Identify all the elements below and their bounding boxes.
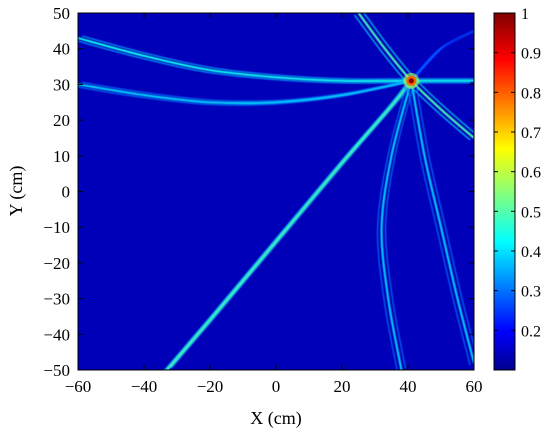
x-tick-label: 20 <box>334 377 351 396</box>
peak-core <box>408 78 414 84</box>
arc-4-line-2 <box>384 78 416 369</box>
arc-4-line-0 <box>376 82 408 370</box>
arc-2-line-1 <box>166 80 413 370</box>
colorbar-tick-label: 0.4 <box>521 244 541 261</box>
y-tick-label: 10 <box>53 147 70 166</box>
arc-1-line-1 <box>78 79 412 105</box>
colorbar-tick-label: 0.3 <box>521 284 541 301</box>
y-axis-label: Y (cm) <box>6 166 27 217</box>
x-tick-label: 60 <box>466 377 483 396</box>
arc-6-line-2 <box>414 30 474 80</box>
colorbar-tick-label: 1 <box>521 6 529 23</box>
arc-1-line-2 <box>81 78 416 102</box>
x-tick-label: −20 <box>197 377 224 396</box>
colorbar-tick-label: 0.8 <box>521 85 541 102</box>
x-tick-label: −40 <box>131 377 158 396</box>
arc-5-line-2 <box>414 78 474 349</box>
colorbar <box>493 12 516 371</box>
y-tick-label: 30 <box>53 75 70 94</box>
plot-background <box>78 13 474 370</box>
y-tick-label: 50 <box>53 4 70 23</box>
x-axis-ticks: −60 −40 −20 0 20 40 60 <box>65 13 483 396</box>
peak-layer <box>403 72 420 89</box>
y-tick-label: −20 <box>43 254 70 273</box>
y-tick-label: 20 <box>53 111 70 130</box>
x-tick-label: 0 <box>272 377 281 396</box>
x-axis-label: X (cm) <box>250 408 301 429</box>
colorbar-tick-label: 0.9 <box>521 46 541 63</box>
arc-4-line-1 <box>380 80 413 370</box>
colorbar-tick-label: 0.5 <box>521 204 541 221</box>
colorbar-ticks: 0.2 0.3 0.4 0.5 0.6 0.7 0.8 0.9 1 <box>494 6 541 340</box>
arcs-layer <box>78 13 474 370</box>
arc-1-line-0 <box>78 82 408 106</box>
arc-5-line-0 <box>406 82 471 366</box>
y-tick-label: −50 <box>43 361 70 380</box>
y-tick-label: −30 <box>43 290 70 309</box>
colorbar-tick-label: 0.2 <box>521 323 541 340</box>
arc-2-line-0 <box>163 82 408 370</box>
y-tick-label: −40 <box>43 325 70 344</box>
x-tick-label: 40 <box>400 377 417 396</box>
colorbar-tick-label: 0.6 <box>521 165 541 182</box>
arc-5-line-1 <box>410 80 474 364</box>
arc-2-line-2 <box>170 78 416 369</box>
colorbar-tick-label: 0.7 <box>521 125 541 142</box>
y-tick-label: 40 <box>53 40 70 59</box>
x-tick-label: −60 <box>65 377 92 396</box>
y-axis-ticks: 50 40 30 20 10 0 −10 −20 −30 −40 −50 <box>43 4 474 380</box>
y-tick-label: −10 <box>43 218 70 237</box>
y-tick-label: 0 <box>62 183 71 202</box>
